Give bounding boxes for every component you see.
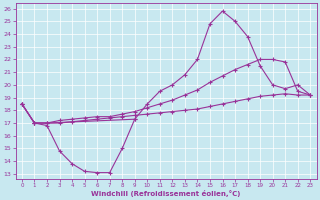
X-axis label: Windchill (Refroidissement éolien,°C): Windchill (Refroidissement éolien,°C) [92,190,241,197]
